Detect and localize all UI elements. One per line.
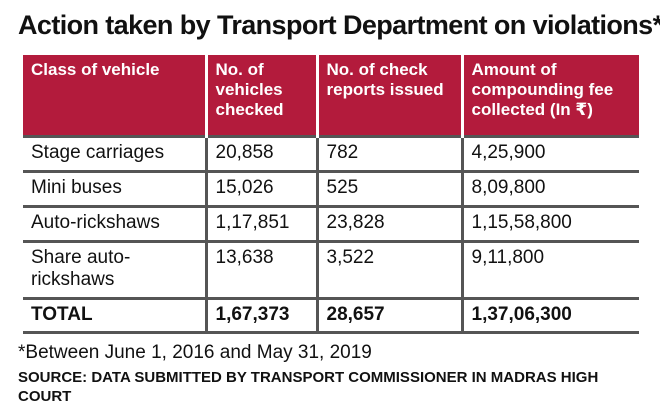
row-vehicles-checked: 15,026 — [204, 170, 317, 207]
row-vehicles-checked: 13,638 — [204, 240, 317, 299]
row-vehicles-checked: 20,858 — [204, 135, 317, 172]
table-row: Share auto-rickshaws 13,638 3,522 9,11,8… — [23, 240, 639, 299]
row-check-reports: 782 — [315, 135, 462, 172]
table-row: Stage carriages 20,858 782 4,25,900 — [23, 135, 639, 172]
row-vehicle-class: Mini buses — [23, 170, 206, 207]
row-compounding-fee: 8,09,800 — [460, 170, 639, 207]
violations-table: Class of vehicle No. of vehicles checked… — [23, 55, 639, 333]
total-compounding-fee: 1,37,06,300 — [460, 297, 639, 333]
footnote: *Between June 1, 2016 and May 31, 2019 — [18, 342, 372, 363]
row-compounding-fee: 9,11,800 — [460, 240, 639, 299]
table-row: Auto-rickshaws 1,17,851 23,828 1,15,58,8… — [23, 205, 639, 242]
total-check-reports: 28,657 — [315, 297, 462, 333]
row-check-reports: 23,828 — [315, 205, 462, 242]
header-compounding-fee: Amount of compounding fee collected (In … — [460, 55, 639, 137]
total-vehicles-checked: 1,67,373 — [204, 297, 317, 333]
row-vehicle-class: Stage carriages — [23, 135, 206, 172]
header-check-reports: No. of check reports issued — [315, 55, 462, 137]
row-compounding-fee: 1,15,58,800 — [460, 205, 639, 242]
row-vehicles-checked: 1,17,851 — [204, 205, 317, 242]
header-vehicles-checked: No. of vehicles checked — [204, 55, 317, 137]
bottom-rule — [23, 331, 639, 334]
row-compounding-fee: 4,25,900 — [460, 135, 639, 172]
header-class-of-vehicle: Class of vehicle — [23, 55, 206, 137]
chart-title: Action taken by Transport Department on … — [18, 10, 660, 40]
table-row: Mini buses 15,026 525 8,09,800 — [23, 170, 639, 207]
row-check-reports: 525 — [315, 170, 462, 207]
row-check-reports: 3,522 — [315, 240, 462, 299]
total-label: TOTAL — [23, 297, 206, 333]
total-row: TOTAL 1,67,373 28,657 1,37,06,300 — [23, 297, 639, 333]
source-note: SOURCE: DATA SUBMITTED BY TRANSPORT COMM… — [18, 369, 599, 405]
row-vehicle-class: Auto-rickshaws — [23, 205, 206, 242]
row-vehicle-class: Share auto-rickshaws — [23, 240, 206, 299]
header-row: Class of vehicle No. of vehicles checked… — [23, 55, 639, 137]
